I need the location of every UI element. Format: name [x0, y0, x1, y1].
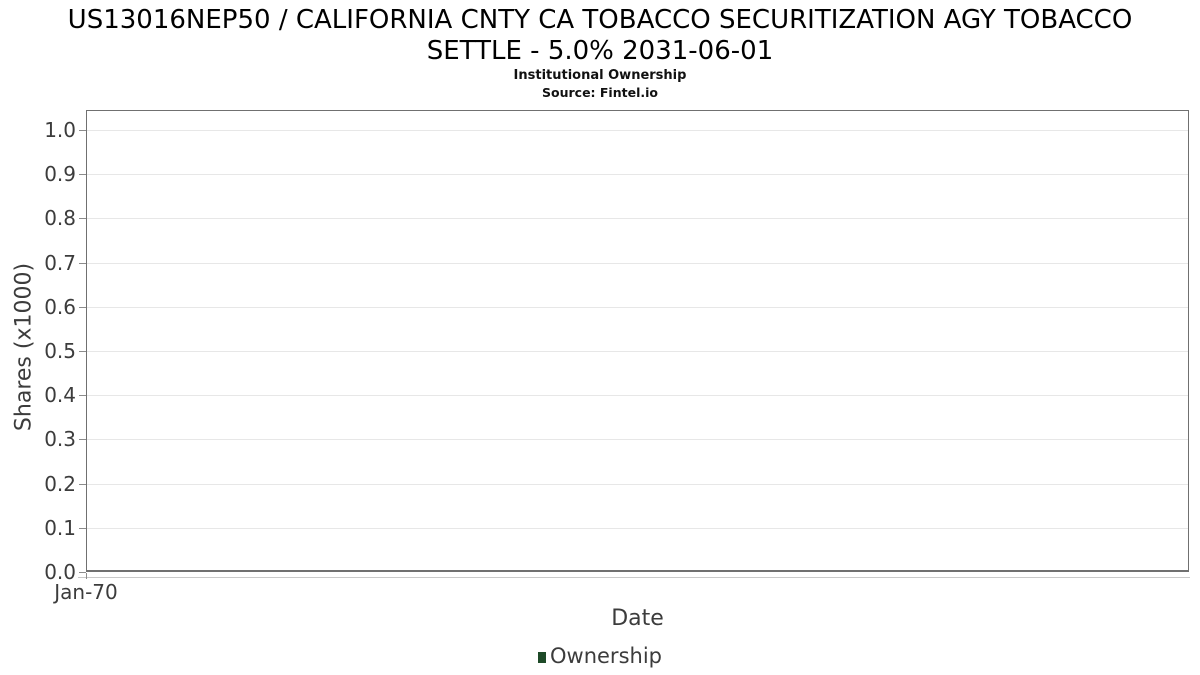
plot-area [86, 110, 1189, 572]
gridline [87, 528, 1188, 529]
y-tick-mark [79, 130, 86, 131]
y-tick-mark [79, 263, 86, 264]
x-axis-title: Date [611, 606, 664, 631]
y-tick-label: 0.2 [44, 472, 76, 496]
y-tick-mark [79, 307, 86, 308]
legend-label-ownership: Ownership [550, 644, 662, 668]
y-tick-label: 0.5 [44, 339, 76, 363]
gridline [87, 307, 1188, 308]
y-tick-label: 0.1 [44, 516, 76, 540]
gridline [87, 130, 1188, 131]
y-tick-mark [79, 484, 86, 485]
chart-source-label: Source: Fintel.io [542, 85, 658, 100]
y-tick-label: 0.7 [44, 251, 76, 275]
y-tick-mark [79, 351, 86, 352]
y-tick-label: 0.9 [44, 162, 76, 186]
chart-subtitle: Institutional Ownership [513, 68, 687, 83]
gridline [87, 351, 1188, 352]
gridline [87, 395, 1188, 396]
chart-title-line2: SETTLE - 5.0% 2031-06-01 [426, 36, 774, 66]
gridline [87, 174, 1188, 175]
gridline [87, 263, 1188, 264]
y-tick-mark [79, 528, 86, 529]
y-tick-mark [79, 218, 86, 219]
y-tick-label: 0.8 [44, 206, 76, 230]
legend: Ownership [0, 644, 1200, 668]
legend-swatch-ownership [538, 651, 546, 663]
y-tick-label: 0.3 [44, 427, 76, 451]
gridline [87, 484, 1188, 485]
y-tick-label: 0.6 [44, 295, 76, 319]
x-tick-label: Jan-70 [54, 580, 118, 604]
y-tick-mark [79, 395, 86, 396]
gridline [87, 439, 1188, 440]
y-tick-label: 0.0 [44, 560, 76, 584]
gridline [87, 218, 1188, 219]
y-tick-label: 0.4 [44, 383, 76, 407]
y-tick-mark [79, 572, 86, 573]
x-axis-line [78, 577, 1190, 578]
x-tick-mark [86, 573, 87, 579]
y-tick-mark [79, 174, 86, 175]
y-tick-label: 1.0 [44, 118, 76, 142]
chart-title: US13016NEP50 / CALIFORNIA CNTY CA TOBACC… [0, 5, 1200, 67]
y-tick-mark [79, 439, 86, 440]
chart-title-line1: US13016NEP50 / CALIFORNIA CNTY CA TOBACC… [67, 5, 1133, 35]
